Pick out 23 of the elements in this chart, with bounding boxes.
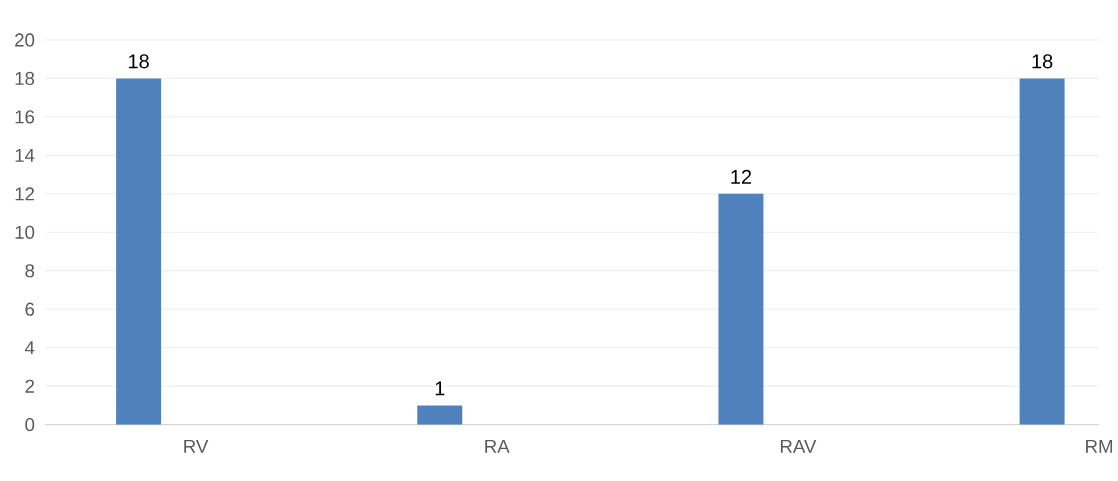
data-label: 18 [129, 54, 149, 69]
y-tick-label: 20 [15, 33, 35, 47]
y-tick-label: 12 [15, 187, 34, 201]
data-label: 1 [435, 381, 445, 396]
x-tick-label: RA [485, 440, 510, 454]
bar [116, 78, 162, 425]
bar [417, 405, 463, 425]
data-label: 18 [1032, 54, 1053, 69]
y-tick-label: 4 [24, 341, 35, 355]
y-tick-label: 16 [15, 110, 35, 124]
y-tick-label: 10 [15, 225, 35, 240]
y-tick-label: 18 [15, 72, 35, 86]
y-tick-label: 8 [25, 264, 35, 278]
x-tick-label: RV [184, 440, 209, 454]
bar [718, 194, 764, 425]
y-tick-label: 14 [15, 149, 35, 162]
data-label: 12 [731, 170, 752, 184]
y-tick-label: 2 [25, 379, 35, 393]
x-tick-label: RAV [780, 440, 817, 454]
y-tick-label: 0 [25, 418, 35, 432]
bar [1019, 78, 1065, 425]
y-tick-label: 6 [25, 302, 35, 317]
x-tick-label: RM [1086, 440, 1113, 454]
